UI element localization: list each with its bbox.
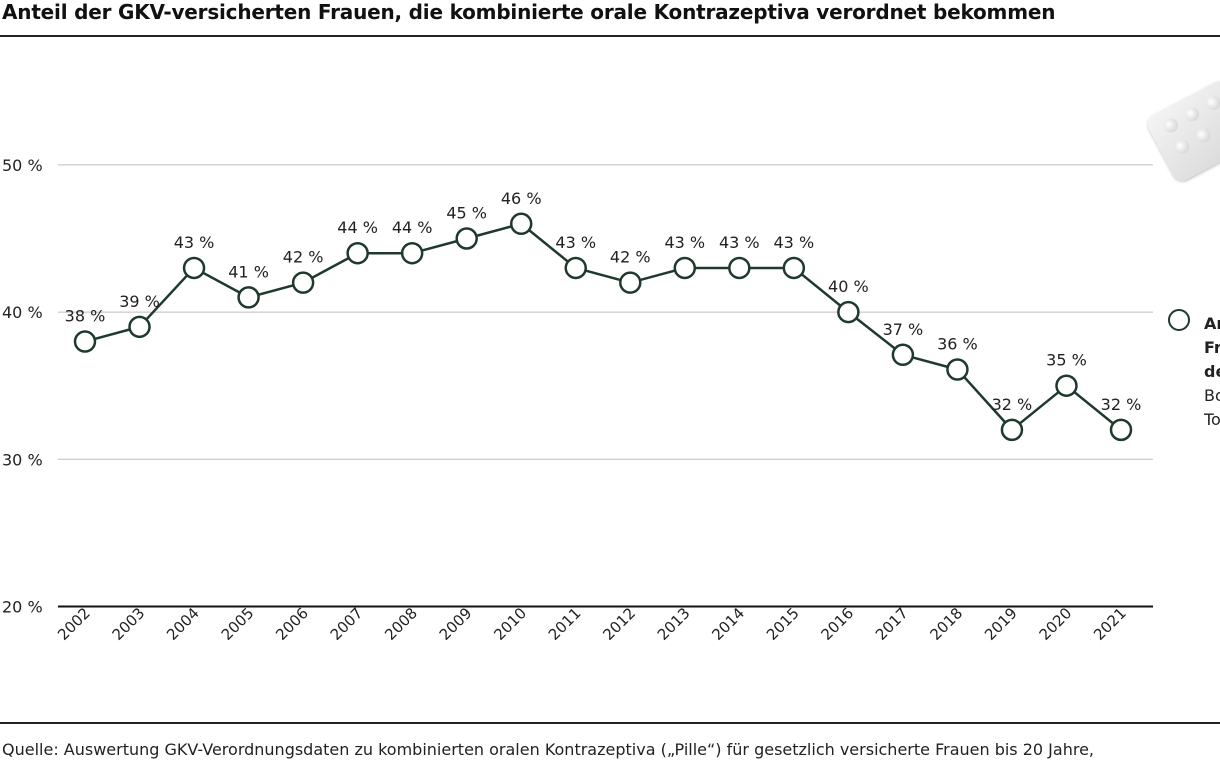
data-label: 43 % bbox=[555, 233, 596, 252]
y-tick-label: 20 % bbox=[2, 598, 43, 617]
x-tick-label: 2011 bbox=[545, 604, 585, 644]
data-point bbox=[73, 330, 97, 353]
data-label: 46 % bbox=[501, 189, 542, 208]
data-label: 40 % bbox=[828, 277, 869, 296]
data-label: 39 % bbox=[119, 292, 160, 311]
x-tick-label: 2004 bbox=[163, 604, 203, 644]
data-label: 42 % bbox=[283, 248, 324, 267]
y-tick-label: 40 % bbox=[2, 303, 43, 322]
line-chart: 20 % 30 % 40 % 50 % 2002 2003 2004 2005 2006 2007… bbox=[2, 156, 1153, 644]
x-tick-label: 2002 bbox=[54, 604, 94, 644]
data-point bbox=[509, 212, 533, 236]
data-point bbox=[619, 271, 642, 294]
y-tick-label: 30 % bbox=[2, 450, 43, 469]
x-tick-label: 2019 bbox=[981, 604, 1021, 644]
title-rule bbox=[0, 35, 1220, 37]
x-tick-label: 2003 bbox=[109, 604, 149, 644]
data-point bbox=[1109, 418, 1133, 442]
x-tick-label: 2017 bbox=[872, 604, 912, 644]
x-tick-label: 2008 bbox=[381, 604, 421, 644]
x-tick-label: 2009 bbox=[436, 604, 476, 644]
data-point bbox=[291, 271, 315, 294]
data-label: 43 % bbox=[774, 233, 815, 252]
legend-marker bbox=[1168, 309, 1190, 331]
series-line bbox=[84, 222, 1122, 432]
data-point bbox=[891, 343, 915, 367]
data-label: 36 % bbox=[937, 335, 978, 354]
data-point bbox=[455, 227, 478, 250]
data-label: 35 % bbox=[1046, 351, 1087, 370]
data-point bbox=[182, 256, 206, 280]
legend-text: An Fr de Bo To bbox=[1204, 312, 1220, 432]
source-rule bbox=[0, 722, 1220, 724]
x-tick-label: 2010 bbox=[490, 604, 530, 644]
data-point bbox=[837, 300, 860, 324]
data-point bbox=[346, 241, 369, 265]
legend-line-1: An bbox=[1204, 314, 1220, 333]
data-label: 43 % bbox=[719, 233, 760, 252]
x-tick-label: 2006 bbox=[272, 604, 312, 644]
data-point bbox=[400, 241, 424, 265]
data-point bbox=[946, 358, 969, 381]
data-label: 37 % bbox=[883, 320, 924, 339]
data-label: 45 % bbox=[446, 204, 487, 223]
chart-title: Anteil der GKV-versicherten Frauen, die … bbox=[2, 0, 1056, 24]
x-tick-label: 2020 bbox=[1036, 604, 1076, 644]
data-label: 44 % bbox=[392, 218, 433, 237]
data-label: 41 % bbox=[228, 262, 269, 281]
data-label: 43 % bbox=[664, 233, 705, 252]
data-label: 43 % bbox=[174, 233, 215, 252]
data-label: 42 % bbox=[610, 248, 651, 267]
data-label: 38 % bbox=[65, 307, 106, 326]
data-point bbox=[128, 315, 151, 339]
x-tick-label: 2015 bbox=[763, 604, 803, 644]
x-tick-label: 2005 bbox=[218, 604, 258, 644]
x-tick-label: 2016 bbox=[817, 604, 857, 644]
data-label: 32 % bbox=[1101, 395, 1142, 414]
x-tick-label: 2007 bbox=[327, 604, 367, 644]
data-point bbox=[1055, 374, 1078, 397]
source-note: Quelle: Auswertung GKV-Verordnungsdaten … bbox=[2, 740, 1094, 759]
legend-line-2: Fr bbox=[1204, 338, 1220, 357]
legend-line-3: de bbox=[1204, 362, 1220, 381]
legend-line-5: To bbox=[1204, 410, 1220, 429]
x-tick-label: 2014 bbox=[708, 604, 748, 644]
y-tick-label: 50 % bbox=[2, 156, 43, 175]
x-tick-label: 2013 bbox=[654, 604, 694, 644]
x-tick-label: 2018 bbox=[927, 604, 967, 644]
data-point bbox=[728, 256, 751, 280]
data-point bbox=[1000, 418, 1024, 442]
data-label: 32 % bbox=[992, 395, 1033, 414]
data-point bbox=[564, 256, 587, 280]
data-point bbox=[673, 256, 697, 280]
legend-line-4: Bo bbox=[1204, 386, 1220, 405]
x-tick-label: 2021 bbox=[1090, 604, 1130, 644]
data-label: 44 % bbox=[337, 218, 378, 237]
x-tick-label: 2012 bbox=[599, 604, 639, 644]
data-point bbox=[782, 256, 806, 280]
data-point bbox=[237, 286, 260, 309]
